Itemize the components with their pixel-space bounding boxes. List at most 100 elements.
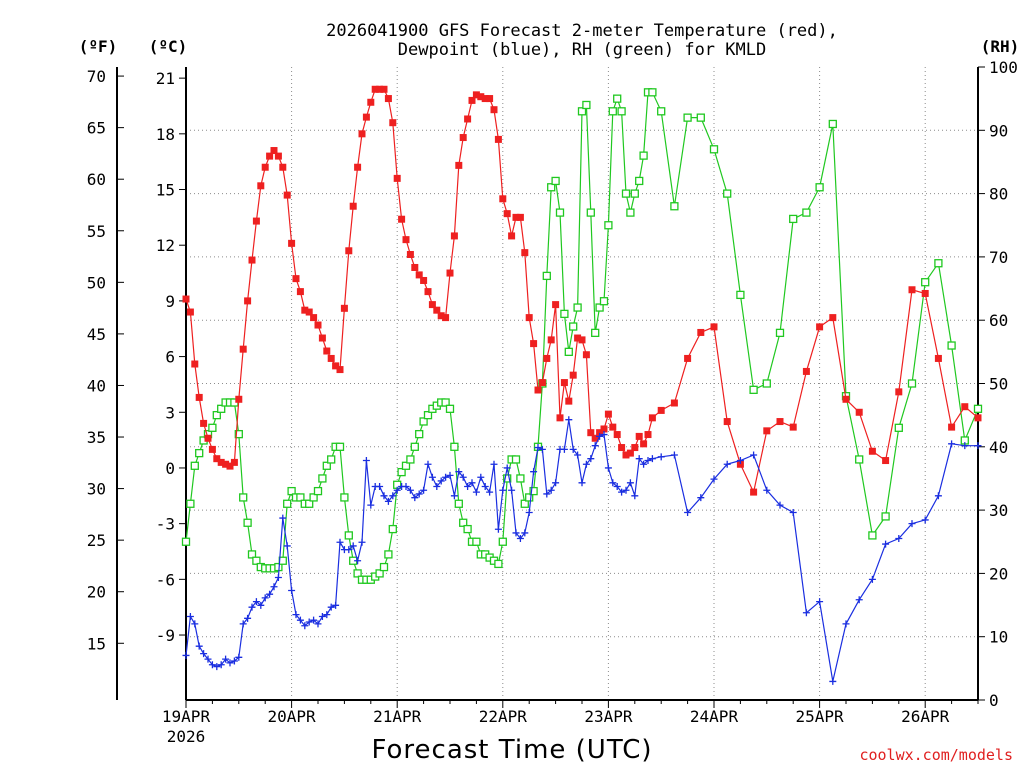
temperature-marker	[723, 418, 731, 426]
rh-marker	[639, 151, 648, 160]
dewpoint-marker	[494, 525, 502, 533]
temperature-marker	[305, 308, 313, 316]
rh-tick-label: 60	[989, 311, 1008, 330]
dewpoint-marker	[376, 483, 384, 491]
rh-marker	[318, 474, 327, 483]
rh-marker	[410, 442, 419, 451]
dewpoint-marker	[530, 468, 538, 476]
dewpoint-marker	[472, 488, 480, 496]
temperature-marker	[468, 96, 476, 104]
temperature-marker	[204, 434, 212, 442]
rh-marker	[322, 461, 331, 470]
rh-marker	[582, 100, 591, 110]
temperature-marker	[428, 301, 436, 309]
temperature-marker	[684, 354, 692, 362]
celsius-tick-label: -3	[156, 515, 175, 534]
temperature-marker	[934, 354, 942, 362]
dewpoint-marker	[455, 468, 463, 476]
dewpoint-marker	[736, 457, 744, 465]
temperature-marker	[222, 460, 230, 468]
temperature-marker	[789, 423, 797, 431]
rh-marker	[762, 379, 771, 388]
axes	[116, 66, 985, 708]
dewpoint-marker	[358, 538, 366, 546]
temperature-marker	[191, 360, 199, 368]
temperature-marker	[763, 427, 771, 435]
dewpoint-marker	[380, 492, 388, 500]
rh-marker	[621, 189, 631, 198]
rh-marker	[384, 550, 393, 559]
temperature-marker	[292, 275, 300, 283]
temperature-marker	[257, 182, 265, 190]
rh-tick-label: 10	[989, 628, 1008, 647]
rh-marker	[212, 410, 221, 420]
temperature-marker	[358, 130, 366, 138]
temperature-marker	[530, 340, 538, 348]
dewpoint-marker	[450, 492, 458, 500]
dewpoint-marker	[490, 460, 498, 468]
temperature-marker	[591, 434, 599, 442]
time-tick-label: 24APR	[690, 707, 739, 726]
temperature-marker	[182, 295, 190, 303]
rh-marker	[934, 259, 943, 268]
dewpoint-marker	[895, 535, 903, 543]
temperature-marker	[631, 444, 639, 452]
dewpoint-marker	[543, 490, 551, 498]
rh-marker	[547, 183, 556, 192]
dewpoint-marker	[336, 538, 344, 546]
time-tick-label: 19APR	[162, 707, 211, 726]
temperature-marker	[908, 286, 916, 294]
rh-marker	[190, 461, 199, 470]
rh-marker	[296, 493, 305, 502]
dewpoint-marker	[239, 620, 247, 628]
rh-marker	[195, 448, 204, 458]
chart-title-line1: 2026041900 GFS Forecast 2-meter Temperat…	[326, 21, 838, 41]
rh-marker	[450, 442, 459, 451]
temperature-marker	[552, 301, 560, 309]
dewpoint-marker	[618, 488, 626, 496]
temperature-marker	[565, 397, 573, 405]
rh-marker	[340, 493, 349, 502]
temperature-marker	[367, 98, 375, 106]
temperature-marker	[600, 425, 608, 433]
temperature-marker	[490, 106, 498, 114]
rh-marker	[591, 328, 600, 338]
rh-marker	[353, 569, 362, 578]
temperature-marker	[349, 202, 357, 210]
rh-marker	[648, 88, 657, 97]
temperature-marker	[380, 85, 388, 93]
temperature-marker	[213, 455, 221, 463]
dewpoint-marker	[301, 622, 309, 630]
temperature-marker	[450, 232, 458, 240]
temperature-marker	[622, 451, 630, 459]
rh-marker	[327, 455, 336, 464]
temperature-marker	[635, 432, 643, 440]
rh-marker	[630, 189, 639, 198]
dewpoint-marker	[829, 677, 837, 685]
dewpoint-marker	[631, 492, 639, 500]
rh-marker	[459, 518, 468, 527]
dewpoint-marker	[587, 455, 595, 463]
dewpoint-marker	[776, 501, 784, 509]
rh-marker	[723, 189, 732, 198]
dewpoint-marker	[604, 464, 612, 472]
dewpoint-marker	[710, 475, 718, 483]
rh-marker	[802, 208, 811, 217]
temperature-marker	[842, 395, 850, 403]
dewpoint-marker	[433, 483, 441, 491]
fahrenheit-tick-label: 60	[87, 170, 106, 189]
dewpoint-marker	[789, 509, 797, 517]
rh-marker	[670, 202, 679, 211]
dewpoint-marker	[640, 460, 648, 468]
temperature-marker	[486, 95, 494, 103]
dewpoint-marker	[578, 479, 586, 487]
rh-marker	[564, 347, 573, 357]
rh-marker	[379, 562, 389, 572]
dewpoint-marker	[552, 479, 560, 487]
dewpoint-marker	[582, 460, 590, 468]
temperature-marker	[512, 213, 520, 221]
temperature-marker	[538, 379, 546, 387]
temperature-marker	[750, 488, 758, 496]
fahrenheit-tick-label: 30	[87, 480, 106, 499]
